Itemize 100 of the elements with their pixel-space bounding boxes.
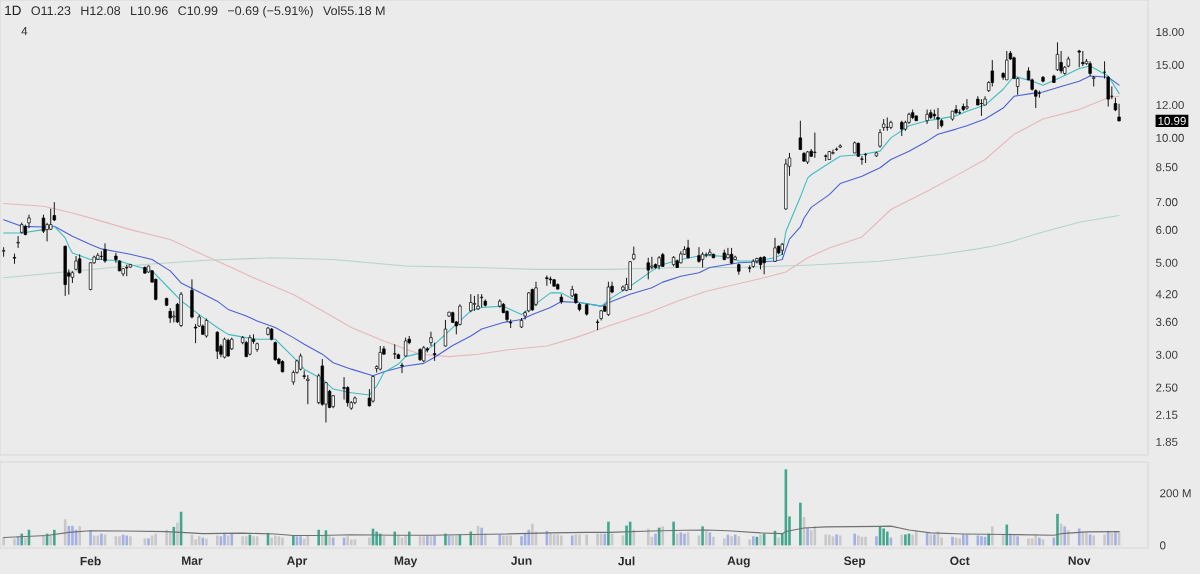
bar: [393, 531, 397, 546]
bar: [570, 535, 574, 546]
bar: [864, 536, 867, 546]
candlestick: [476, 293, 480, 311]
bar: [346, 536, 349, 546]
x-tick-label: Jun: [511, 556, 532, 565]
bar: [244, 536, 248, 546]
y-tick-label: 10.99: [1158, 116, 1186, 125]
candlestick: [798, 120, 803, 151]
candlestick: [878, 128, 882, 149]
bar: [252, 536, 255, 546]
bar: [1005, 524, 1009, 546]
bar: [531, 523, 534, 546]
bar: [712, 536, 715, 546]
candlestick: [432, 342, 437, 362]
bar: [962, 534, 965, 546]
bar: [502, 535, 505, 546]
bar: [273, 535, 277, 546]
y-tick-label: 10.00: [1156, 133, 1184, 142]
bar: [1056, 513, 1059, 546]
bar: [349, 539, 353, 546]
bar: [751, 536, 755, 546]
bar: [596, 533, 599, 546]
candlestick: [773, 237, 777, 263]
bar: [828, 534, 831, 546]
x-tick-label: Sep: [844, 556, 866, 568]
bar: [1077, 528, 1081, 546]
bar: [549, 533, 552, 546]
bar: [980, 536, 983, 546]
bar: [777, 537, 780, 546]
candlestick: [443, 319, 448, 348]
bar: [585, 534, 588, 546]
candlestick: [342, 376, 346, 400]
y-tick-label: 200 M: [1160, 489, 1191, 498]
y-tick-label: 3.60: [1156, 317, 1178, 327]
bar: [607, 521, 610, 546]
bar: [987, 533, 990, 546]
annotation: L10.96: [131, 6, 168, 16]
x-tick-label: Nov: [1068, 556, 1091, 565]
bar: [704, 530, 708, 546]
candlestick: [646, 257, 650, 280]
candlestick: [965, 98, 969, 111]
bar: [480, 527, 483, 546]
bar: [520, 536, 523, 546]
bar: [933, 534, 936, 546]
bar: [646, 528, 650, 546]
candlestick: [595, 319, 600, 331]
bar: [806, 527, 809, 546]
bar: [270, 537, 273, 546]
bar: [625, 525, 628, 546]
y-tick-label: 5.00: [1156, 258, 1178, 267]
candlestick: [936, 107, 940, 130]
x-tick-label: Mar: [182, 556, 203, 565]
bar: [407, 531, 411, 546]
bar: [1034, 534, 1038, 546]
candlestick: [1055, 41, 1060, 72]
bar: [654, 533, 657, 546]
bar: [882, 528, 885, 546]
candlestick: [273, 341, 277, 362]
annotation: C10.99: [178, 6, 218, 16]
bar: [875, 536, 878, 546]
bar: [730, 536, 733, 546]
bar: [302, 538, 306, 546]
bar: [748, 539, 751, 546]
y-tick-label: 2.50: [1156, 383, 1178, 392]
x-tick-label: Oct: [950, 556, 970, 566]
bar: [578, 534, 581, 546]
bar: [683, 533, 686, 546]
bar: [299, 536, 302, 546]
bar: [672, 521, 675, 546]
bar: [911, 534, 914, 546]
candlestick: [534, 281, 538, 307]
bar: [556, 534, 560, 546]
bar: [426, 535, 429, 546]
x-tick-label: May: [394, 556, 418, 568]
bar: [328, 536, 331, 546]
bar: [737, 536, 741, 546]
bar: [205, 538, 208, 546]
bar: [857, 535, 860, 546]
candlestick: [527, 291, 531, 313]
annotation: −0.69 (−5.91%): [228, 5, 313, 18]
y-tick-label: 3.00: [1156, 350, 1178, 359]
bar: [1114, 531, 1117, 546]
candlestick: [429, 331, 433, 347]
bar: [723, 538, 726, 546]
bar: [824, 534, 828, 546]
bar: [451, 535, 454, 546]
y-tick-label: 4.20: [1155, 290, 1178, 299]
y-tick-label: 1.85: [1156, 437, 1178, 446]
candlestick: [1092, 75, 1096, 87]
bar: [929, 534, 933, 546]
text: 4: [21, 27, 28, 35]
bar: [321, 535, 324, 546]
annotation: H12.08: [81, 6, 121, 16]
bar: [230, 532, 234, 546]
bar: [455, 535, 458, 546]
candlestick: [400, 362, 404, 374]
bar: [958, 538, 962, 546]
bar: [469, 531, 473, 546]
candlestick: [472, 295, 477, 312]
